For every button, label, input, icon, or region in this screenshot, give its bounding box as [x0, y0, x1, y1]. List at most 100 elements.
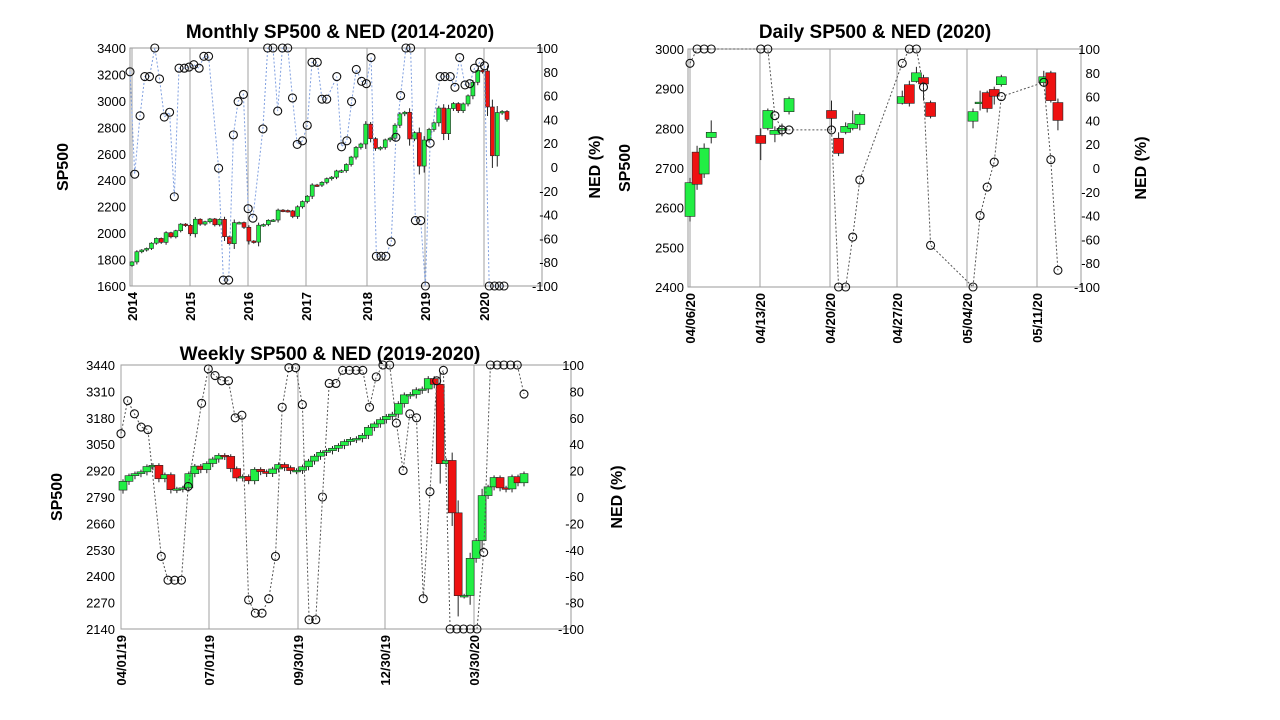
candle-body [358, 434, 367, 439]
candle-body [334, 445, 343, 449]
candle-body [382, 416, 391, 420]
ned-marker [381, 251, 391, 261]
y2-tick-label: -60 [539, 231, 558, 246]
ned-marker [197, 398, 207, 408]
ned-marker [756, 44, 766, 54]
candle-body [328, 447, 337, 451]
candle-body [217, 219, 222, 226]
ned-marker [184, 62, 194, 72]
ned-marker [378, 360, 388, 370]
candle-body [304, 460, 313, 468]
x-tick-label: 07/01/19 [202, 635, 217, 686]
candle-body [925, 102, 936, 117]
ned-marker [460, 80, 470, 90]
candle-body [268, 468, 277, 474]
ned-marker [465, 79, 475, 89]
candle-body [519, 473, 529, 484]
candle-body [470, 81, 476, 97]
monthly-chart: Monthly SP500 & NED (2014-2020) 1600 1800 2… [0, 0, 604, 335]
candle-body [329, 176, 334, 179]
ned-marker [302, 120, 312, 130]
ned-marker [438, 365, 448, 375]
ned-marker [699, 44, 709, 54]
y2-axis-label: NED (%) [1133, 136, 1150, 199]
ned-marker [512, 360, 522, 370]
ned-marker [199, 51, 209, 61]
candle-body [139, 249, 145, 253]
candle-body [202, 463, 212, 470]
ned-marker [918, 82, 929, 92]
ned-marker [129, 409, 139, 419]
ned-line [120, 364, 525, 630]
y2-tick-label: 100 [1078, 42, 1100, 57]
ned-marker [435, 72, 445, 82]
ned-marker [125, 67, 135, 77]
ned-marker [277, 43, 287, 53]
candle-body [504, 111, 510, 120]
y2-tick-label: -100 [558, 622, 584, 637]
candle-body [124, 475, 134, 482]
y-tick-label: 2790 [86, 490, 115, 505]
candle-body [193, 218, 198, 235]
ned-marker [263, 43, 273, 53]
ned-marker [445, 72, 455, 82]
ned-marker [432, 376, 442, 386]
ned-marker [250, 608, 260, 618]
candle-body [363, 123, 369, 145]
y-tick-label: 3000 [655, 42, 684, 57]
candle-body [314, 184, 320, 187]
candle-body [441, 107, 446, 134]
candle-body [483, 486, 493, 496]
ned-marker [1053, 265, 1063, 275]
ned-marker [163, 575, 173, 585]
candle-body [826, 110, 837, 119]
candle-body [996, 76, 1007, 86]
candle-body [769, 130, 781, 135]
ned-marker [150, 43, 160, 53]
ned-marker [176, 575, 186, 585]
y-tick-label: 2500 [655, 240, 684, 255]
ned-marker [396, 91, 406, 101]
candle-body [270, 219, 276, 222]
y-tick-label: 3050 [86, 437, 115, 452]
ned-marker [183, 481, 193, 491]
weekly-chart: Weekly SP500 & NED (2019-2020) 2140 2270 24… [0, 335, 640, 720]
ned-marker [228, 130, 238, 140]
candle-body [477, 495, 487, 541]
candle-body [368, 123, 373, 140]
candle-body [426, 129, 432, 141]
ned-marker [342, 136, 352, 146]
y2-tick-label: 20 [544, 136, 558, 151]
y-tick-label: 3180 [86, 411, 115, 426]
candle-body [343, 164, 349, 172]
ned-marker [492, 360, 502, 370]
ned-marker [455, 52, 465, 63]
y-tick-label: 1800 [97, 253, 126, 268]
candle-body [212, 218, 218, 226]
ned-marker [366, 52, 376, 63]
x-tick-label: 12/30/19 [378, 635, 393, 686]
ned-marker [391, 418, 401, 428]
candle-body [154, 238, 159, 244]
candle-body [286, 467, 295, 471]
ned-marker [169, 192, 179, 202]
ned-marker [398, 466, 408, 476]
candle-body [158, 238, 164, 243]
candle-body [295, 206, 300, 217]
candle-body [226, 456, 236, 469]
candle-body [705, 132, 717, 138]
candle-body [309, 184, 315, 197]
candle-body [316, 452, 325, 457]
candle-body [339, 170, 344, 173]
ned-marker [465, 624, 475, 634]
ned-marker [357, 76, 367, 86]
candle-body [266, 219, 271, 225]
ned-marker [401, 43, 411, 53]
candle-body [144, 248, 149, 251]
candle-body [417, 388, 427, 391]
candle-body [904, 84, 915, 104]
y-tick-label: 2800 [97, 120, 126, 135]
candle-body [421, 139, 427, 167]
candle-body [183, 223, 188, 226]
y-tick-label: 3400 [97, 41, 126, 56]
